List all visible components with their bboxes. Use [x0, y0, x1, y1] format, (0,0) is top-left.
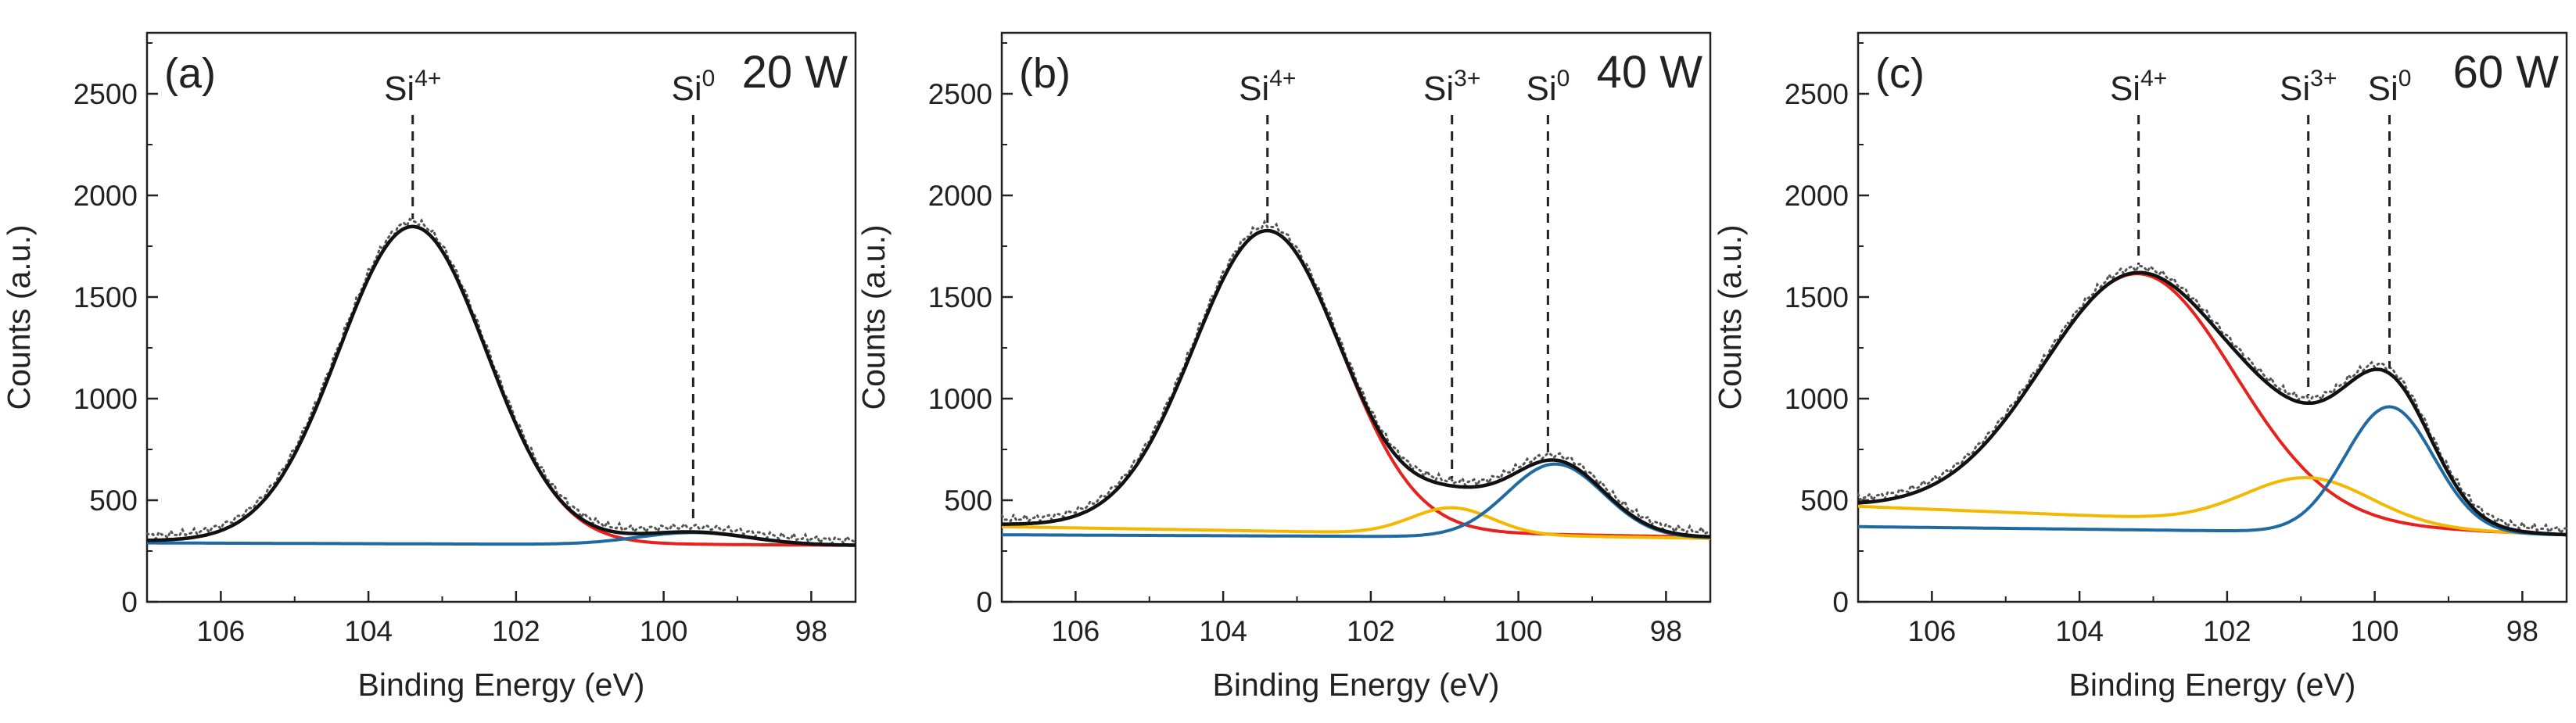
x-axis-label: Binding Energy (eV)	[2069, 667, 2356, 703]
component-curve	[1001, 506, 1711, 540]
y-tick-label: 2000	[928, 180, 992, 212]
plot-frame	[1857, 31, 2568, 603]
y-tick-label: 2500	[928, 78, 992, 110]
plot-frame	[1000, 31, 1712, 603]
peak-label: Si4+	[384, 66, 441, 108]
x-tick-label: 104	[344, 615, 393, 647]
y-tick-label: 2000	[1785, 180, 1849, 212]
y-axis-label: Counts (a.u.)	[1, 225, 37, 410]
peak-label: Si0	[671, 66, 715, 108]
envelope-curve	[1002, 228, 1711, 539]
peak-label: Si4+	[2110, 66, 2167, 108]
experimental-data	[1000, 219, 1712, 535]
y-axis-label: Counts (a.u.)	[1712, 225, 1748, 410]
x-tick-label: 100	[1494, 615, 1543, 647]
x-tick-label: 100	[2351, 615, 2399, 647]
power-label: 60 W	[2453, 47, 2560, 98]
y-tick-label: 0	[121, 586, 138, 618]
y-tick-label: 0	[1832, 586, 1849, 618]
y-tick-label: 500	[1800, 485, 1849, 517]
x-tick-label: 98	[2506, 615, 2538, 647]
x-tick-label: 98	[1650, 615, 1682, 647]
experimental-data	[145, 217, 857, 546]
plot-frame	[145, 31, 857, 603]
y-tick-label: 1000	[1785, 383, 1849, 415]
panel-label: (a)	[164, 50, 216, 97]
x-tick-label: 104	[2055, 615, 2104, 647]
panel-c: Counts (a.u.) Binding Energy (eV) (c) 60…	[1712, 31, 2568, 703]
x-tick-label: 102	[1347, 615, 1395, 647]
component-curve	[1857, 272, 2567, 537]
x-tick-label: 106	[1908, 615, 1957, 647]
panel-b: Counts (a.u.) Binding Energy (eV) (b) 40…	[856, 31, 1712, 703]
envelope-curve	[146, 224, 856, 547]
x-tick-label: 102	[2203, 615, 2251, 647]
y-tick-label: 2000	[74, 180, 138, 212]
y-tick-label: 1500	[928, 281, 992, 313]
x-tick-label: 106	[197, 615, 246, 647]
x-tick-label: 104	[1199, 615, 1247, 647]
x-tick-label: 102	[492, 615, 540, 647]
experimental-data	[1857, 264, 2568, 536]
y-tick-label: 500	[89, 485, 138, 517]
y-tick-label: 0	[976, 586, 992, 618]
y-tick-label: 1500	[74, 281, 138, 313]
power-label: 20 W	[742, 47, 849, 98]
x-tick-label: 100	[640, 615, 688, 647]
x-axis-label: Binding Energy (eV)	[1213, 667, 1500, 703]
y-tick-label: 1000	[74, 383, 138, 415]
y-axis-label: Counts (a.u.)	[856, 225, 892, 410]
panel-a: Counts (a.u.) Binding Energy (eV) (a) 20…	[1, 31, 857, 703]
power-label: 40 W	[1597, 47, 1703, 98]
panel-label: (b)	[1019, 50, 1071, 97]
peak-label: Si3+	[1423, 66, 1480, 108]
peak-label: Si0	[2368, 66, 2412, 108]
y-tick-label: 1000	[928, 383, 992, 415]
component-curve	[1858, 405, 2567, 537]
peak-label: Si4+	[1239, 66, 1296, 108]
y-tick-label: 500	[944, 485, 992, 517]
x-axis-label: Binding Energy (eV)	[358, 667, 645, 703]
x-tick-label: 98	[795, 615, 827, 647]
envelope-curve	[1857, 270, 2567, 537]
y-tick-label: 2500	[1785, 78, 1849, 110]
y-tick-label: 2500	[74, 78, 138, 110]
panel-label: (c)	[1875, 50, 1925, 97]
peak-label: Si3+	[2280, 66, 2337, 108]
peak-label: Si0	[1526, 66, 1570, 108]
x-tick-label: 106	[1052, 615, 1100, 647]
y-tick-label: 1500	[1785, 281, 1849, 313]
component-curve	[1002, 462, 1711, 539]
component-curve	[1857, 476, 2567, 537]
